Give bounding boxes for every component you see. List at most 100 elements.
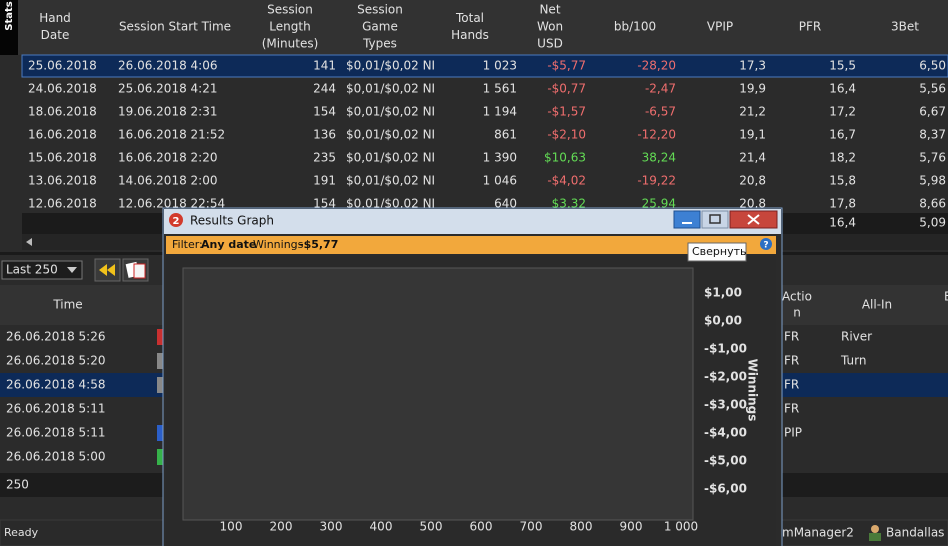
table-cell: 12.06.2018 [28, 197, 97, 211]
hand-time: 26.06.2018 5:11 [6, 402, 105, 416]
chip [157, 425, 163, 441]
x-tick-label: 900 [620, 520, 643, 534]
table-cell: 15,8 [829, 174, 856, 188]
table-cell: -$2,10 [547, 128, 586, 142]
table-cell: 17,8 [829, 197, 856, 211]
tooltip [687, 242, 747, 262]
filter-select-label: Last 250 [6, 263, 58, 277]
table-cell: 19,1 [739, 128, 766, 142]
y-tick-label: -$6,00 [704, 482, 747, 496]
rewind-icon [107, 264, 115, 276]
table-cell: 18.06.2018 [28, 105, 97, 119]
table-cell: 19.06.2018 2:31 [118, 105, 217, 119]
stats-tab-label: Stats [4, 1, 15, 31]
maximize-button[interactable] [701, 210, 729, 229]
table-cell: 16.06.2018 2:20 [118, 151, 217, 165]
status-text: Ready [4, 526, 39, 539]
column-header: Session [267, 3, 313, 17]
column-header: USD [537, 37, 563, 51]
winnings-value: -$5,77 [299, 238, 338, 251]
column-header: Hands [451, 28, 489, 42]
filter-label: Filter: [172, 238, 203, 251]
table-cell: -6,57 [645, 105, 676, 119]
table-cell: 14.06.2018 2:00 [118, 174, 217, 188]
results-graph-window: ? $1,00 $0,00 -$1,00 -$2,00 -$3,00 -$4,00 -$5,… [162, 207, 783, 546]
column-header: Types [362, 37, 397, 51]
table-cell: 8,37 [919, 128, 946, 142]
column-header: bb/100 [614, 20, 656, 34]
table-cell: 1 390 [483, 151, 517, 165]
close-glyph [747, 214, 760, 225]
table-cell: 5,56 [919, 82, 946, 96]
table-cell: 154 [313, 197, 336, 211]
column-header: E [944, 290, 948, 304]
table-cell: $0,01/$0,02 NI [346, 151, 435, 165]
x-tick-label: 500 [420, 520, 443, 534]
stats-header [0, 0, 948, 55]
column-header: Session [357, 3, 403, 17]
selected-row[interactable] [21, 54, 948, 78]
table-cell: -$4,02 [547, 174, 586, 188]
winnings-label: Winnings: [253, 238, 307, 251]
status-user: Bandallas ( [886, 526, 948, 540]
table-cell: 18,2 [829, 151, 856, 165]
table-cell: 21,4 [739, 151, 766, 165]
table-cell: 1 194 [483, 105, 517, 119]
table-cell: 5,76 [919, 151, 946, 165]
table-cell: 12.06.2018 22:54 [118, 197, 225, 211]
hand-time: 26.06.2018 4:58 [6, 378, 105, 392]
column-header: Length [269, 20, 310, 34]
table-cell: 861 [494, 128, 517, 142]
app-icon [169, 213, 183, 227]
chip [157, 449, 163, 465]
table-cell: $0,01/$0,02 NI [346, 82, 435, 96]
status-tab: mManager2 [782, 526, 854, 540]
hand-time: 26.06.2018 5:11 [6, 426, 105, 440]
table-cell: 136 [313, 128, 336, 142]
x-tick-label: 800 [570, 520, 593, 534]
table-cell: 16,4 [829, 82, 856, 96]
table-cell: 141 [313, 59, 336, 73]
x-tick-label: 600 [470, 520, 493, 534]
summary-cell: 16,4 [829, 216, 856, 230]
column-header: All-In [862, 298, 892, 312]
help-glyph: ? [763, 241, 768, 251]
table-cell: 17,2 [829, 105, 856, 119]
y-tick-label: -$2,00 [704, 370, 747, 384]
y-axis-label: Winnings [746, 359, 760, 422]
column-header: Net [539, 3, 560, 17]
table-cell: 16.06.2018 21:52 [118, 128, 225, 142]
table-cell: 154 [313, 105, 336, 119]
table-cell: 19,9 [739, 82, 766, 96]
x-tick-label: 1 000 [664, 520, 698, 534]
hand-action: FR [784, 330, 799, 344]
column-header: PFR [799, 20, 821, 34]
x-tick-label: 200 [270, 520, 293, 534]
maximize-glyph [709, 214, 721, 224]
hand-action: PIP [784, 426, 802, 440]
filter-select[interactable] [1, 260, 83, 280]
help-icon[interactable] [760, 238, 772, 250]
column-header: (Minutes) [262, 37, 319, 51]
column-header: Actio [782, 290, 812, 304]
table-cell: $0,01/$0,02 NI [346, 174, 435, 188]
column-header: Time [52, 298, 82, 312]
table-cell: $3,32 [552, 197, 586, 211]
tooltip-text: Свернуть [692, 245, 747, 258]
table-cell: -$1,57 [547, 105, 586, 119]
scroll-left[interactable] [26, 238, 32, 246]
table-cell: 24.06.2018 [28, 82, 97, 96]
hand-action: FR [784, 402, 799, 416]
stats-tab[interactable] [0, 0, 18, 55]
y-tick-label: $1,00 [704, 286, 742, 300]
app-icon-label: 2 [173, 216, 180, 227]
table-cell: 15.06.2018 [28, 151, 97, 165]
table-cell: -19,22 [637, 174, 676, 188]
chip [157, 377, 163, 393]
table-cell: -28,20 [637, 59, 676, 73]
column-header: Session Start Time [119, 20, 231, 34]
table-cell: 20,8 [739, 174, 766, 188]
minimize-button[interactable] [673, 210, 701, 229]
user-icon [869, 533, 881, 541]
